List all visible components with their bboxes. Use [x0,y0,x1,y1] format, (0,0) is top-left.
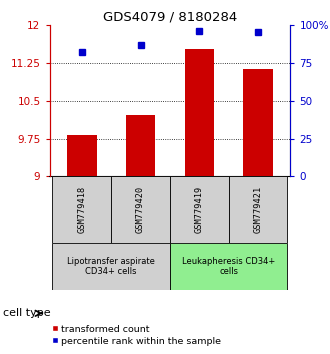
Bar [52,243,170,290]
Bar [67,135,96,177]
Text: cell type: cell type [3,308,51,318]
Text: GSM779420: GSM779420 [136,186,145,233]
Text: GSM779418: GSM779418 [77,186,86,233]
Bar [52,177,111,243]
Bar [126,115,155,177]
Bar [229,177,287,243]
Bar [185,49,214,177]
Bar [244,69,273,177]
Text: GSM779419: GSM779419 [195,186,204,233]
Text: Leukapheresis CD34+
cells: Leukapheresis CD34+ cells [182,257,275,276]
Bar [111,177,170,243]
Text: Lipotransfer aspirate
CD34+ cells: Lipotransfer aspirate CD34+ cells [67,257,155,276]
Text: GSM779421: GSM779421 [253,186,263,233]
Title: GDS4079 / 8180284: GDS4079 / 8180284 [103,11,237,24]
Bar [170,243,287,290]
Bar [170,177,229,243]
Legend: transformed count, percentile rank within the sample: transformed count, percentile rank withi… [48,321,225,349]
